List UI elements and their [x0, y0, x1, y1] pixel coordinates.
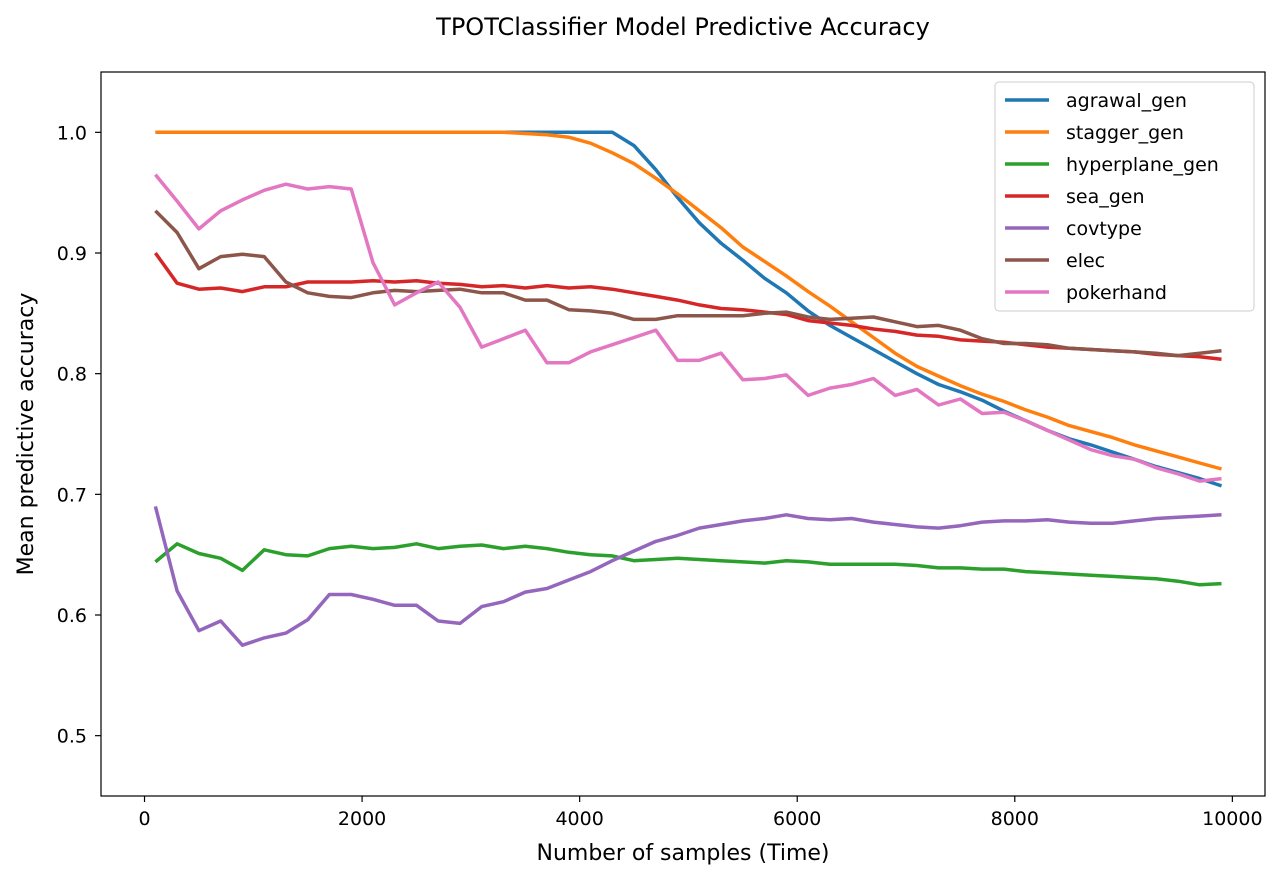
legend-label-elec: elec — [1066, 250, 1105, 272]
y-axis-label: Mean predictive accuracy — [14, 293, 39, 576]
chart-title: TPOTClassifier Model Predictive Accuracy — [435, 13, 930, 41]
x-tick-label: 0 — [138, 808, 150, 830]
legend-label-hyperplane-gen: hyperplane_gen — [1066, 154, 1219, 176]
legend-label-covtype: covtype — [1066, 218, 1142, 240]
x-tick-label: 8000 — [991, 808, 1039, 830]
x-axis-ticks: 0 2000 4000 6000 8000 10000 — [138, 796, 1263, 830]
x-axis-label: Number of samples (Time) — [536, 841, 829, 866]
y-axis-ticks: 0.5 0.6 0.7 0.8 0.9 1.0 — [57, 122, 101, 748]
legend-label-stagger-gen: stagger_gen — [1066, 122, 1184, 144]
series-line-stagger-gen — [155, 130, 1222, 471]
series-line-sea-gen — [153, 251, 1222, 361]
legend-label-pokerhand: pokerhand — [1066, 282, 1167, 304]
x-tick-label: 4000 — [555, 808, 603, 830]
x-tick-label: 10000 — [1202, 808, 1262, 830]
series-line-covtype — [153, 505, 1222, 647]
x-tick-label: 6000 — [773, 808, 821, 830]
legend-label-sea-gen: sea_gen — [1066, 186, 1145, 208]
y-tick-label: 0.8 — [57, 364, 87, 386]
series-lines — [153, 130, 1223, 647]
y-tick-label: 0.5 — [57, 726, 87, 748]
series-line-hyperplane-gen — [154, 542, 1222, 587]
plot-area-frame — [100, 71, 1266, 797]
y-tick-label: 1.0 — [57, 122, 87, 144]
series-line-pokerhand — [154, 173, 1222, 483]
y-tick-label: 0.6 — [57, 605, 87, 627]
legend-label-agrawal-gen: agrawal_gen — [1066, 90, 1187, 112]
x-tick-label: 2000 — [338, 808, 386, 830]
legend-box — [994, 81, 1255, 312]
series-line-elec — [154, 209, 1222, 358]
y-tick-label: 0.7 — [57, 484, 87, 506]
legend: agrawal_gen stagger_gen hyperplane_gen sea_… — [994, 81, 1255, 312]
y-tick-label: 0.9 — [57, 243, 87, 265]
